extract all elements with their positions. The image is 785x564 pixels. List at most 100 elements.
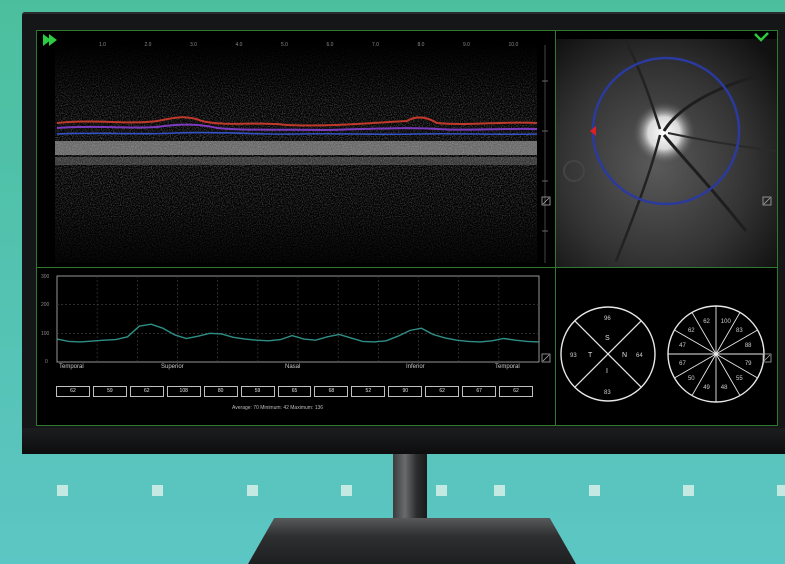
segment-value: 62 [129, 386, 164, 397]
clock-sector-value: 50 [688, 376, 695, 382]
y-tick-label: 100 [41, 331, 50, 337]
oct-x-tick-label: 9.0 [463, 42, 470, 48]
segment-label: Temporal [59, 364, 84, 370]
oct-mid-band [55, 157, 537, 165]
y-axis-ticks: 300 200 100 0 [41, 274, 50, 365]
segment-value: 59 [240, 386, 275, 397]
segment-value: 80 [203, 386, 238, 397]
segment-value: 52 [351, 386, 386, 397]
oct-x-tick-label: 5.0 [281, 42, 288, 48]
oct-x-tick-label: 7.0 [372, 42, 379, 48]
decorative-dot [247, 485, 258, 496]
clock-divider [715, 312, 741, 355]
quadrant-value: 83 [604, 390, 611, 396]
quadrant-outline [560, 306, 656, 402]
clock-sector-value: 100 [721, 319, 732, 325]
clock-sector-value: 55 [736, 376, 743, 382]
plot-grid [57, 276, 539, 362]
tsnit-segment-labels: Temporal Superior Nasal Inferior Tempora… [49, 364, 529, 374]
segment-value-row: 62 59 62 108 80 59 65 68 52 90 62 67 62 [56, 386, 533, 397]
scan-start-marker [590, 126, 596, 136]
oct-x-tick-label: 3.0 [190, 42, 197, 48]
y-tick-label: 0 [45, 359, 48, 365]
clock-sector-value: 47 [679, 343, 686, 349]
segment-value: 62 [56, 386, 90, 397]
play-icon[interactable] [43, 34, 51, 46]
expand-icon[interactable] [541, 353, 551, 363]
fundus-view [556, 32, 777, 267]
clock-sector-value: 79 [745, 361, 752, 367]
quadrant-value: 93 [570, 353, 577, 359]
quadrant-label: N [622, 352, 627, 359]
clock-sector-value: 48 [721, 385, 728, 391]
rnfl-boundary-top [56, 116, 538, 127]
oct-right-axis [542, 45, 548, 263]
retinal-vessel [667, 132, 777, 152]
rnfl-boundary-mid [56, 123, 538, 132]
oct-x-axis-ticks: 1.0 2.0 3.0 4.0 5.0 6.0 7.0 8.0 9.0 10.0 [99, 42, 518, 48]
monitor-bezel-bottom [22, 428, 785, 454]
monitor-stand-base [248, 518, 576, 564]
oct-bscan-pane: 1.0 2.0 3.0 4.0 5.0 6.0 7.0 8.0 9.0 10.0 [36, 30, 556, 268]
retinal-vessel [614, 134, 662, 262]
monitor-screen: 1.0 2.0 3.0 4.0 5.0 6.0 7.0 8.0 9.0 10.0 [36, 30, 778, 426]
quadrant-value: 96 [604, 316, 611, 322]
fundus-reflex [563, 160, 585, 182]
clock-hour-chart: 100 83 88 79 55 48 49 50 67 47 62 62 [667, 305, 765, 403]
retinal-vessel [662, 134, 748, 232]
decorative-dots-row [0, 485, 785, 499]
oct-x-tick-label: 1.0 [99, 42, 106, 48]
clock-divider [715, 353, 758, 379]
decorative-dot [341, 485, 352, 496]
play-icon[interactable] [49, 34, 57, 46]
clock-sector-value: 67 [679, 361, 686, 367]
monitor-stand-neck [393, 452, 427, 524]
segment-label: Nasal [285, 364, 301, 370]
segment-value: 62 [499, 386, 533, 397]
clock-sector-value: 62 [703, 319, 710, 325]
quadrant-chart: S T N I 96 93 64 83 [560, 306, 656, 402]
clock-divider [691, 353, 717, 396]
segment-value: 67 [462, 386, 497, 397]
expand-icon[interactable] [541, 196, 551, 206]
decorative-dot [589, 485, 600, 496]
expand-icon[interactable] [762, 353, 772, 363]
decorative-dot [152, 485, 163, 496]
clock-divider [715, 353, 741, 396]
oct-x-tick-label: 4.0 [236, 42, 243, 48]
segment-value: 65 [277, 386, 312, 397]
segment-value: 108 [166, 386, 201, 397]
oct-x-tick-label: 8.0 [418, 42, 425, 48]
retinal-vessel [662, 74, 757, 132]
decorative-dot [494, 485, 505, 496]
decorative-dot [683, 485, 694, 496]
decorative-dot [57, 485, 68, 496]
quadrant-divider [574, 320, 642, 388]
quadrant-label: I [606, 368, 608, 375]
decorative-dot [777, 485, 785, 496]
segment-label: Inferior [406, 364, 425, 370]
rnfl-boundary-bottom [56, 131, 538, 136]
clock-sector-value: 49 [703, 385, 710, 391]
thickness-summary: Average: 70 Minimum: 42 Maximum: 136 [232, 405, 324, 411]
segment-label: Superior [161, 364, 184, 370]
retinal-vessel [624, 40, 662, 130]
segment-label: Temporal [495, 364, 520, 370]
y-tick-label: 300 [41, 274, 50, 280]
oct-bright-band [55, 141, 537, 155]
clock-divider [674, 329, 717, 355]
tsnit-chart-pane: 300 200 100 0 Temporal Superior Nasal In… [36, 267, 556, 426]
check-icon [754, 32, 769, 42]
expand-icon[interactable] [762, 196, 772, 206]
clock-divider [715, 329, 758, 355]
quadrant-label: T [588, 352, 593, 359]
rnfl-thickness-chart: 300 200 100 0 [41, 274, 551, 365]
y-tick-label: 200 [41, 302, 50, 308]
quadrant-label: S [605, 335, 610, 342]
clock-divider [674, 353, 717, 379]
clock-sector-value: 88 [745, 343, 752, 349]
clock-sector-value: 83 [736, 328, 743, 334]
optic-disc [632, 101, 696, 165]
fundus-image-pane [555, 30, 778, 268]
clock-divider [691, 312, 717, 355]
